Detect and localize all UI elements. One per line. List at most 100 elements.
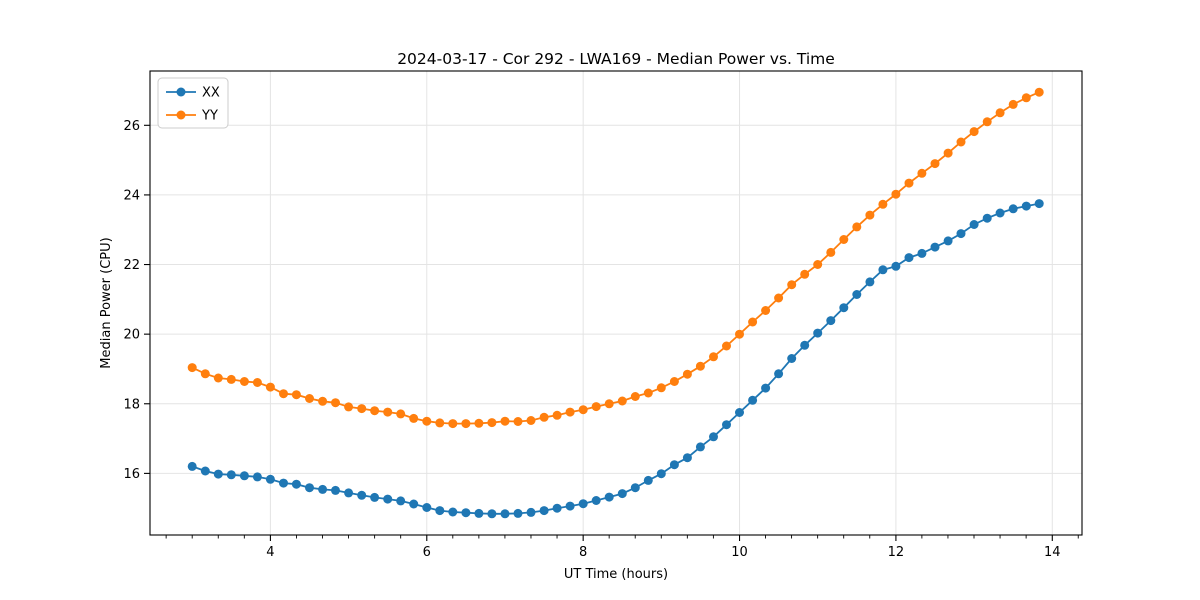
- legend-label-yy: YY: [201, 109, 218, 124]
- data-point-xx: [748, 395, 758, 405]
- y-axis-label: Median Power (CPU): [99, 237, 114, 368]
- data-point-xx: [500, 509, 510, 519]
- data-point-yy: [552, 410, 562, 420]
- data-point-yy: [787, 280, 797, 290]
- series-markers-yy: [187, 87, 1044, 429]
- data-point-xx: [213, 469, 223, 479]
- data-point-yy: [917, 168, 927, 178]
- data-point-yy: [748, 317, 758, 327]
- data-point-yy: [839, 235, 849, 244]
- data-point-xx: [735, 408, 744, 417]
- data-point-yy: [982, 117, 992, 127]
- legend: XX YY: [157, 77, 229, 129]
- data-point-xx: [956, 229, 966, 239]
- data-point-xx: [695, 442, 705, 452]
- data-point-yy: [396, 409, 406, 419]
- data-point-xx: [617, 489, 627, 499]
- data-point-yy: [943, 148, 953, 158]
- data-point-yy: [930, 159, 940, 169]
- data-point-yy: [956, 137, 966, 147]
- data-point-yy: [331, 398, 340, 408]
- data-point-yy: [239, 377, 249, 386]
- data-point-yy: [813, 260, 823, 269]
- data-point-yy: [344, 402, 354, 412]
- data-point-xx: [291, 479, 301, 489]
- data-point-yy: [200, 369, 210, 379]
- data-point-yy: [591, 402, 601, 412]
- data-point-yy: [852, 222, 862, 232]
- data-point-xx: [526, 507, 536, 517]
- data-point-yy: [448, 419, 458, 429]
- data-point-yy: [630, 392, 640, 401]
- y-tick-label: 18: [123, 397, 140, 412]
- data-point-yy: [422, 416, 432, 426]
- data-point-yy: [370, 406, 380, 416]
- data-point-xx: [682, 453, 692, 463]
- data-point-yy: [761, 306, 771, 315]
- data-point-xx: [865, 277, 875, 287]
- data-point-yy: [969, 127, 979, 137]
- data-point-xx: [448, 507, 458, 517]
- data-point-yy: [643, 388, 653, 398]
- data-point-yy: [878, 199, 888, 209]
- data-point-yy: [526, 416, 536, 425]
- x-tick-label: 4: [266, 545, 274, 560]
- data-point-xx: [982, 213, 992, 223]
- data-point-xx: [709, 432, 718, 442]
- data-point-xx: [357, 490, 367, 500]
- data-point-yy: [565, 407, 575, 417]
- data-point-yy: [213, 373, 223, 383]
- data-point-xx: [396, 496, 406, 506]
- data-point-xx: [226, 470, 236, 480]
- data-point-xx: [539, 506, 549, 516]
- legend-marker-xx: [176, 87, 186, 97]
- data-point-yy: [656, 383, 666, 393]
- data-point-xx: [513, 508, 523, 518]
- data-point-xx: [800, 340, 810, 350]
- data-point-yy: [187, 363, 197, 373]
- y-tick-label: 22: [123, 258, 140, 273]
- data-point-yy: [357, 404, 367, 414]
- data-point-xx: [904, 253, 914, 263]
- legend-marker-yy: [176, 110, 186, 120]
- data-point-yy: [539, 412, 549, 422]
- data-point-xx: [435, 506, 445, 516]
- x-tick-label: 8: [579, 545, 587, 560]
- data-point-xx: [252, 472, 262, 482]
- data-point-xx: [1008, 204, 1018, 214]
- data-point-xx: [239, 471, 249, 481]
- data-point-xx: [591, 496, 601, 505]
- data-point-yy: [226, 374, 236, 384]
- data-point-xx: [1034, 199, 1044, 209]
- data-point-yy: [487, 418, 497, 428]
- legend-label-xx: XX: [202, 86, 220, 101]
- data-point-yy: [461, 419, 471, 429]
- x-axis-label: UT Time (hours): [564, 567, 668, 582]
- data-point-xx: [943, 236, 953, 246]
- data-point-xx: [461, 508, 471, 518]
- data-point-yy: [904, 178, 914, 188]
- data-point-xx: [722, 420, 731, 430]
- data-point-yy: [695, 361, 705, 371]
- data-point-xx: [643, 475, 653, 485]
- data-point-yy: [604, 399, 614, 409]
- plot-border: [149, 70, 1083, 536]
- data-point-yy: [891, 189, 901, 199]
- data-point-xx: [383, 494, 393, 504]
- data-point-xx: [891, 261, 901, 271]
- data-point-yy: [735, 329, 744, 339]
- data-point-yy: [722, 341, 731, 351]
- data-point-xx: [565, 501, 575, 511]
- data-point-xx: [656, 469, 666, 479]
- data-point-xx: [969, 220, 979, 229]
- data-point-xx: [604, 492, 614, 502]
- data-point-xx: [578, 499, 588, 509]
- data-point-xx: [279, 478, 288, 488]
- data-point-xx: [474, 508, 484, 518]
- data-point-xx: [774, 369, 784, 379]
- data-point-yy: [617, 396, 627, 406]
- data-point-yy: [800, 269, 810, 279]
- data-point-yy: [1034, 87, 1044, 97]
